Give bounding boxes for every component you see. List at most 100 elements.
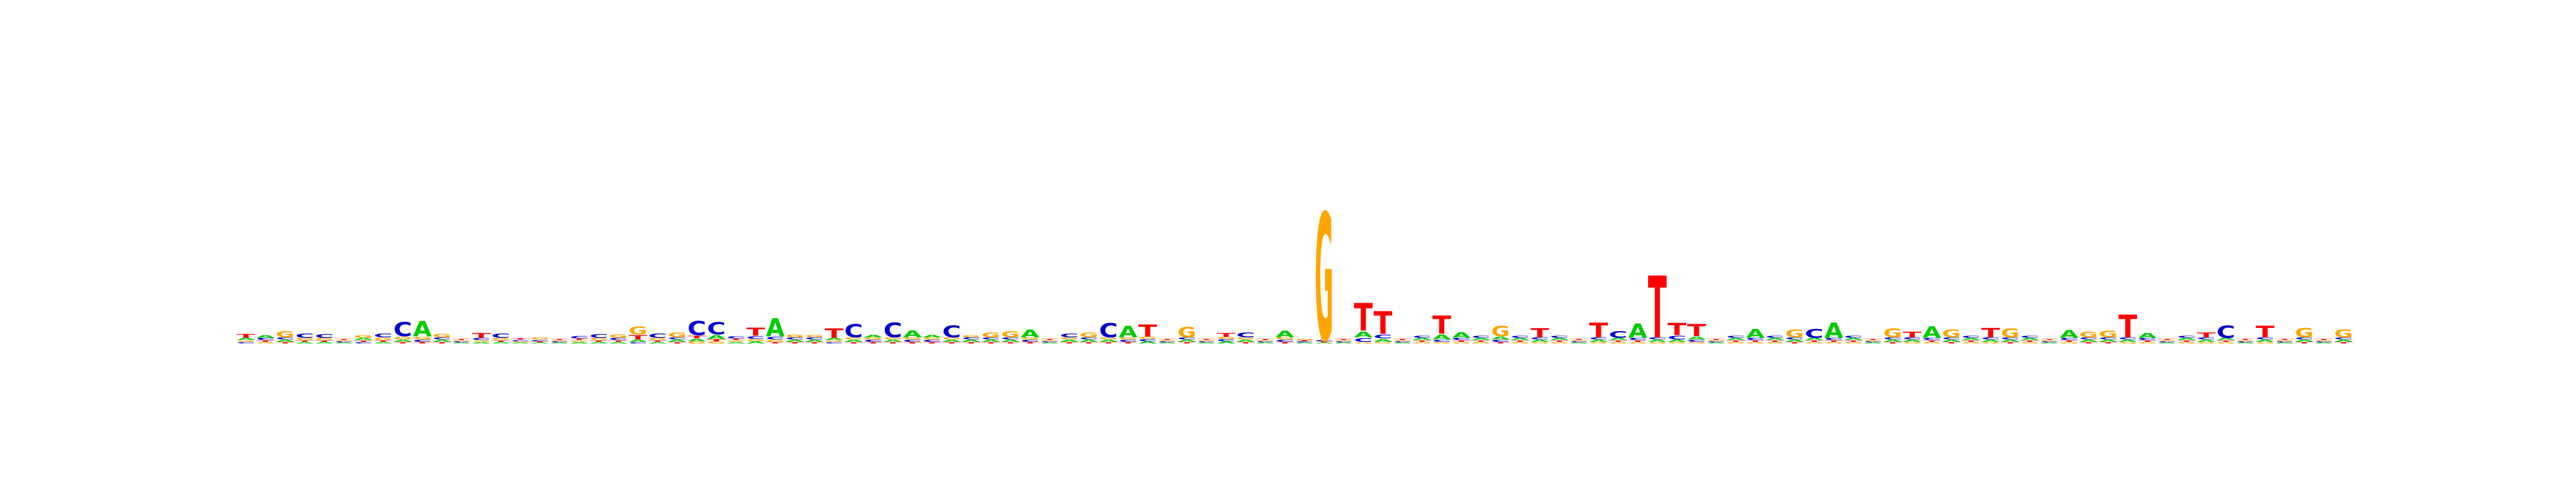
logo-letter-T-pos-49: T — [1177, 342, 1196, 344]
logo-letter-T-pos-15: T — [511, 338, 530, 340]
logo-letter-G-pos-13: G — [472, 340, 491, 342]
logo-letter-G-pos-81: G — [1805, 342, 1824, 344]
logo-letter-A-pos-82: A — [1824, 319, 1843, 343]
logo-letter-A-pos-57: A — [1334, 342, 1353, 344]
logo-letter-C-pos-105: C — [2275, 341, 2294, 343]
logo-letter-C-pos-78: C — [1746, 338, 1765, 341]
logo-letter-C-pos-59: C — [1373, 334, 1392, 340]
logo-letter-A-pos-22: A — [648, 342, 667, 344]
logo-letter-C-pos-14: C — [492, 333, 510, 340]
logo-letter-A-pos-61: A — [1413, 338, 1431, 341]
logo-letter-A-pos-31: A — [825, 338, 844, 341]
logo-letter-G-pos-95: G — [2079, 330, 2098, 339]
logo-letter-G-pos-2: G — [256, 342, 275, 344]
logo-letter-C-pos-107: C — [2315, 341, 2333, 343]
logo-letter-A-pos-9: A — [393, 339, 412, 342]
logo-letter-A-pos-89: A — [1962, 338, 1980, 341]
logo-letter-C-pos-34: C — [883, 319, 902, 342]
logo-letter-C-pos-26: C — [727, 336, 745, 339]
logo-letter-T-pos-89: T — [1962, 340, 1980, 342]
logo-letter-T-pos-22: T — [648, 340, 667, 342]
logo-letter-G-pos-75: G — [1687, 342, 1706, 344]
logo-letter-C-pos-85: C — [1883, 337, 1902, 340]
logo-letter-G-pos-4: G — [295, 338, 314, 341]
logo-letter-C-pos-27: C — [746, 335, 765, 340]
logo-letter-T-pos-45: T — [1099, 342, 1118, 344]
logo-letter-A-pos-5: A — [315, 342, 334, 344]
logo-letter-C-pos-32: C — [844, 320, 863, 341]
logo-letter-C-pos-65: C — [1491, 339, 1510, 342]
logo-letter-A-pos-26: A — [727, 342, 745, 344]
logo-letter-T-pos-80: T — [1785, 342, 1804, 344]
logo-letter-C-pos-61: C — [1413, 335, 1431, 339]
logo-letter-G-pos-58: G — [1354, 342, 1373, 344]
logo-letter-A-pos-63: A — [1452, 331, 1470, 340]
logo-letter-T-pos-54: T — [1276, 342, 1294, 344]
logo-letter-A-pos-98: A — [2138, 332, 2157, 339]
logo-letter-T-pos-33: T — [864, 342, 883, 344]
logo-letter-G-pos-14: G — [492, 338, 510, 341]
logo-letter-A-pos-43: A — [1060, 339, 1079, 342]
logo-letter-G-pos-63: G — [1452, 342, 1470, 344]
logo-letter-A-pos-41: A — [1021, 328, 1040, 340]
logo-letter-G-pos-56: G — [1315, 178, 1334, 381]
logo-letter-G-pos-68: G — [1550, 342, 1569, 344]
logo-letter-C-pos-47: C — [1138, 339, 1157, 342]
logo-letter-C-pos-29: C — [786, 337, 804, 340]
logo-letter-G-pos-38: G — [962, 335, 980, 338]
logo-letter-G-pos-3: G — [276, 330, 295, 340]
logo-letter-C-pos-97: C — [2118, 337, 2137, 340]
logo-letter-T-pos-60: T — [1393, 339, 1412, 340]
logo-letter-G-pos-25: G — [707, 341, 726, 345]
logo-letter-C-pos-53: C — [1256, 341, 1275, 343]
logo-letter-T-pos-93: T — [2040, 339, 2059, 340]
logo-letter-A-pos-103: A — [2236, 342, 2255, 344]
logo-letter-C-pos-5: C — [315, 333, 334, 339]
logo-letter-A-pos-93: A — [2040, 342, 2059, 344]
logo-letter-A-pos-19: A — [589, 342, 608, 344]
logo-letter-A-pos-18: A — [570, 342, 589, 344]
logo-letter-G-pos-77: G — [1726, 342, 1745, 344]
logo-letter-T-pos-28: T — [766, 342, 785, 344]
logo-letter-T-pos-48: T — [1158, 339, 1177, 340]
logo-letter-A-pos-24: A — [687, 338, 706, 342]
logo-letter-T-pos-7: T — [354, 340, 373, 342]
logo-letter-G-pos-51: G — [1217, 336, 1235, 340]
logo-letter-A-pos-83: A — [1844, 338, 1863, 341]
logo-letter-A-pos-73: A — [1648, 339, 1667, 342]
logo-letter-T-pos-50: T — [1197, 339, 1216, 340]
logo-letter-G-pos-100: G — [2177, 342, 2196, 344]
logo-letter-G-pos-79: G — [1766, 342, 1784, 344]
logo-letter-C-pos-4: C — [295, 333, 314, 340]
logo-letter-T-pos-34: T — [883, 342, 902, 344]
logo-letter-A-pos-23: A — [668, 339, 686, 342]
logo-letter-A-pos-84: A — [1864, 342, 1883, 344]
logo-letter-T-pos-12: T — [452, 339, 471, 340]
logo-letter-G-pos-21: G — [628, 325, 647, 337]
logo-letter-G-pos-80: G — [1785, 327, 1804, 340]
logo-letter-T-pos-21: T — [628, 334, 648, 341]
logo-letter-T-pos-78: T — [1746, 340, 1765, 342]
logo-letter-G-pos-98: G — [2138, 342, 2157, 344]
logo-letter-G-pos-18: G — [570, 340, 589, 342]
logo-letter-T-pos-41: T — [1021, 342, 1040, 344]
logo-letter-G-pos-107: G — [2315, 340, 2333, 342]
logo-letter-A-pos-54: A — [1276, 329, 1295, 340]
logo-letter-T-pos-102: T — [2216, 340, 2235, 342]
logo-letter-T-pos-9: T — [393, 342, 412, 344]
logo-letter-T-pos-70: T — [1589, 318, 1608, 342]
logo-letter-C-pos-3: C — [276, 337, 295, 340]
logo-letter-C-pos-35: C — [903, 339, 922, 342]
logo-letter-T-pos-68: T — [1550, 340, 1569, 342]
logo-letter-A-pos-10: A — [413, 317, 431, 341]
logo-letter-T-pos-106: T — [2295, 342, 2314, 344]
logo-letter-A-pos-105: A — [2275, 342, 2294, 344]
logo-letter-A-pos-44: A — [1079, 339, 1098, 342]
logo-letter-G-pos-66: G — [1511, 342, 1529, 344]
logo-letter-G-pos-91: G — [2001, 326, 2019, 340]
logo-letter-C-pos-1: C — [237, 342, 255, 344]
logo-letter-T-pos-104: T — [2256, 323, 2275, 341]
logo-letter-C-pos-98: C — [2138, 338, 2157, 341]
logo-letter-C-pos-104: C — [2256, 337, 2274, 340]
logo-letter-C-pos-54: C — [1276, 339, 1294, 342]
